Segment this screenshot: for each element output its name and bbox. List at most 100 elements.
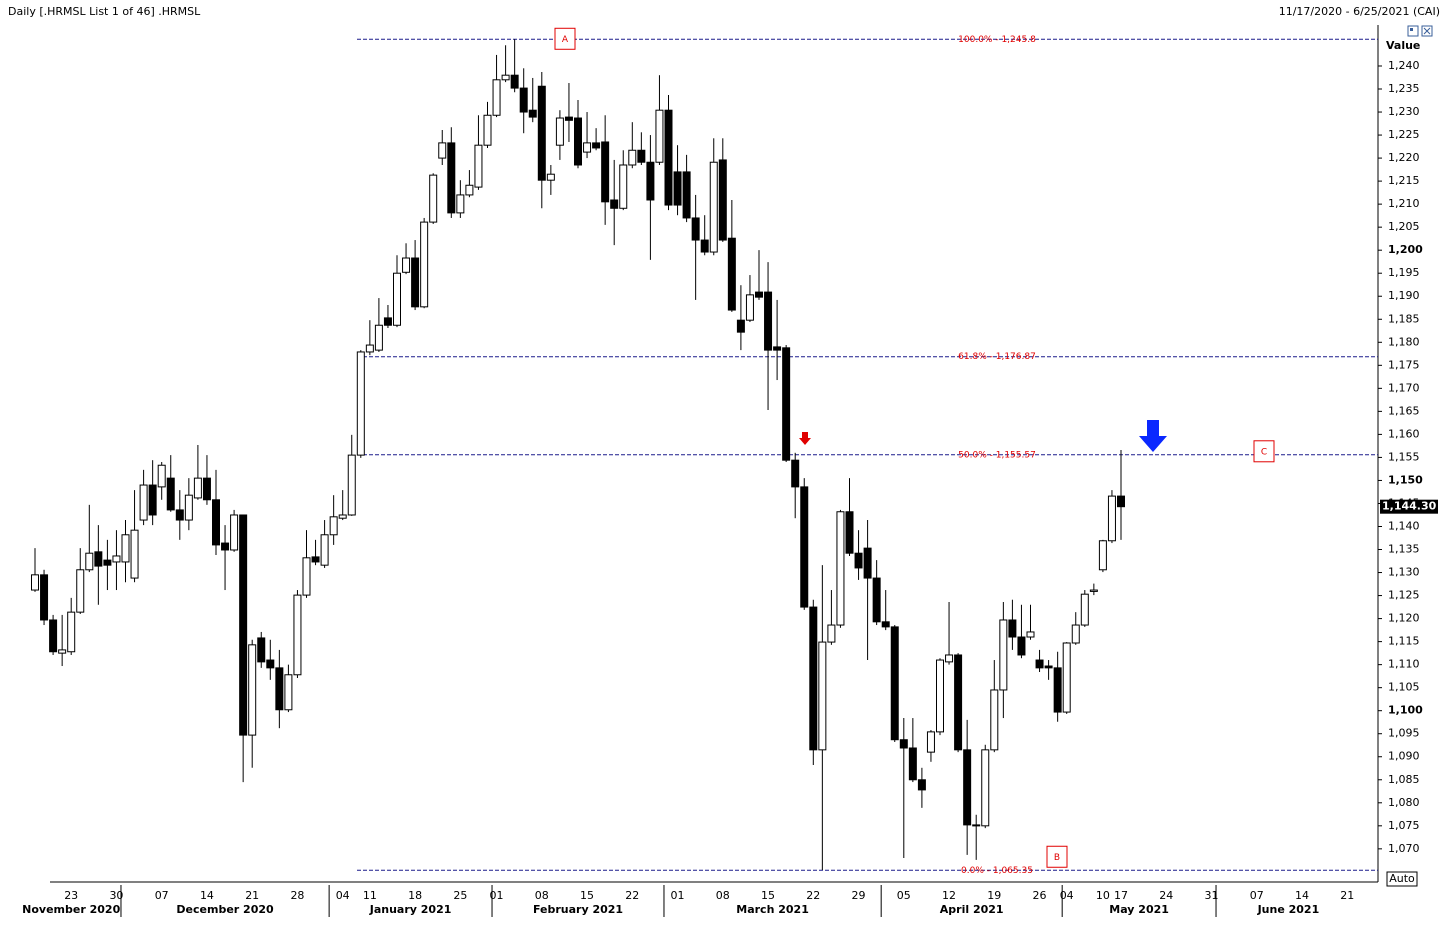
candle-body xyxy=(1026,631,1035,638)
candle-body xyxy=(438,142,447,159)
candle-body xyxy=(40,574,49,621)
candle-body xyxy=(1017,636,1026,656)
candle-body xyxy=(764,291,773,351)
candle-body xyxy=(854,552,863,569)
candle-body xyxy=(755,291,763,298)
point-box xyxy=(554,27,576,50)
candle-body xyxy=(31,574,39,591)
candle-body xyxy=(583,142,592,153)
candle-body xyxy=(402,257,411,273)
x-tick-label: 21 xyxy=(1340,889,1354,902)
y-tick-label: 1,115 xyxy=(1388,635,1420,648)
candle-body xyxy=(619,164,628,209)
y-tick-label: 1,135 xyxy=(1388,543,1420,556)
point-box xyxy=(1253,440,1275,463)
candle-body xyxy=(773,346,782,351)
x-tick-label: 05 xyxy=(897,889,911,902)
candle-body xyxy=(827,624,836,643)
candle-body xyxy=(483,114,492,146)
y-tick-label: 1,240 xyxy=(1388,59,1420,72)
candle-body xyxy=(1044,665,1053,669)
point-box xyxy=(1046,845,1068,868)
candle-body xyxy=(212,499,220,546)
x-tick-label: 18 xyxy=(408,889,422,902)
last-price-box xyxy=(1380,499,1438,514)
candle-body xyxy=(492,79,501,116)
candle-body xyxy=(139,484,148,521)
candle-body xyxy=(130,529,139,579)
candle-body xyxy=(601,141,610,203)
candle-body xyxy=(1053,667,1062,713)
candle-body xyxy=(320,534,329,566)
candle-body xyxy=(646,161,655,201)
window-icons[interactable] xyxy=(1407,25,1433,37)
candle-body xyxy=(221,542,230,551)
candle-body xyxy=(537,85,546,181)
candle-body xyxy=(429,174,438,223)
candle-body xyxy=(818,641,827,751)
candle-body xyxy=(49,619,58,653)
y-tick-label: 1,215 xyxy=(1388,174,1420,187)
x-tick-label: 07 xyxy=(155,889,169,902)
x-tick-label: 01 xyxy=(490,889,504,902)
fib-label: 0.0% - 1,065.35 xyxy=(961,866,1033,876)
y-tick-label: 1,170 xyxy=(1388,381,1420,394)
icon-x xyxy=(1423,27,1431,35)
candle-body xyxy=(945,654,954,663)
auto-label[interactable]: Auto xyxy=(1389,872,1415,885)
y-tick-label: 1,205 xyxy=(1388,220,1420,233)
y-tick-label: 1,190 xyxy=(1388,289,1420,302)
x-tick-label: 07 xyxy=(1250,889,1264,902)
y-tick-label: 1,220 xyxy=(1388,151,1420,164)
x-tick-label: 24 xyxy=(1159,889,1173,902)
candle-body xyxy=(809,606,818,751)
month-label: April 2021 xyxy=(940,903,1004,916)
month-label: December 2020 xyxy=(176,903,274,916)
candle-body xyxy=(990,689,999,751)
candle-body xyxy=(166,477,175,511)
x-tick-label: 08 xyxy=(535,889,549,902)
candle-body xyxy=(836,511,845,626)
y-tick-label: 1,075 xyxy=(1388,819,1420,832)
candle-body xyxy=(393,272,401,326)
candle-body xyxy=(981,749,990,827)
y-tick-label: 1,150 xyxy=(1388,473,1423,486)
candle-body xyxy=(474,144,483,188)
y-tick-label: 1,090 xyxy=(1388,750,1420,763)
candle-body xyxy=(447,142,456,214)
x-tick-label: 12 xyxy=(942,889,956,902)
auto-button[interactable] xyxy=(1386,871,1418,887)
y-tick-label: 1,200 xyxy=(1388,243,1423,256)
candle-body xyxy=(845,511,854,554)
last-price-label: 1,144.30 xyxy=(1382,500,1437,513)
fib-label: 50.0% - 1,155.57 xyxy=(958,450,1036,460)
candle-body xyxy=(311,556,320,563)
x-tick-label: 22 xyxy=(806,889,820,902)
candle-body xyxy=(899,739,908,749)
candle-body xyxy=(148,484,157,516)
fib-label: 100.0% - 1,245.8 xyxy=(958,35,1036,45)
candle-body xyxy=(972,824,981,827)
candle-body xyxy=(374,324,383,351)
x-tick-label: 29 xyxy=(852,889,866,902)
candle-body xyxy=(501,74,510,81)
candle-body xyxy=(528,109,537,118)
candle-body xyxy=(655,109,664,163)
x-tick-label: 14 xyxy=(1295,889,1309,902)
candle-body xyxy=(58,649,67,654)
candle-body xyxy=(736,319,745,333)
candle-body xyxy=(239,514,248,736)
y-tick-label: 1,110 xyxy=(1388,658,1420,671)
y-tick-label: 1,235 xyxy=(1388,82,1420,95)
x-tick-label: 31 xyxy=(1205,889,1219,902)
candle-body xyxy=(718,159,727,241)
point-label: C xyxy=(1261,447,1267,457)
candle-body xyxy=(103,559,112,566)
candle-body xyxy=(67,611,76,653)
y-tick-label: 1,230 xyxy=(1388,105,1420,118)
candle-body xyxy=(791,459,800,488)
x-tick-label: 01 xyxy=(671,889,685,902)
candle-body xyxy=(94,551,103,567)
